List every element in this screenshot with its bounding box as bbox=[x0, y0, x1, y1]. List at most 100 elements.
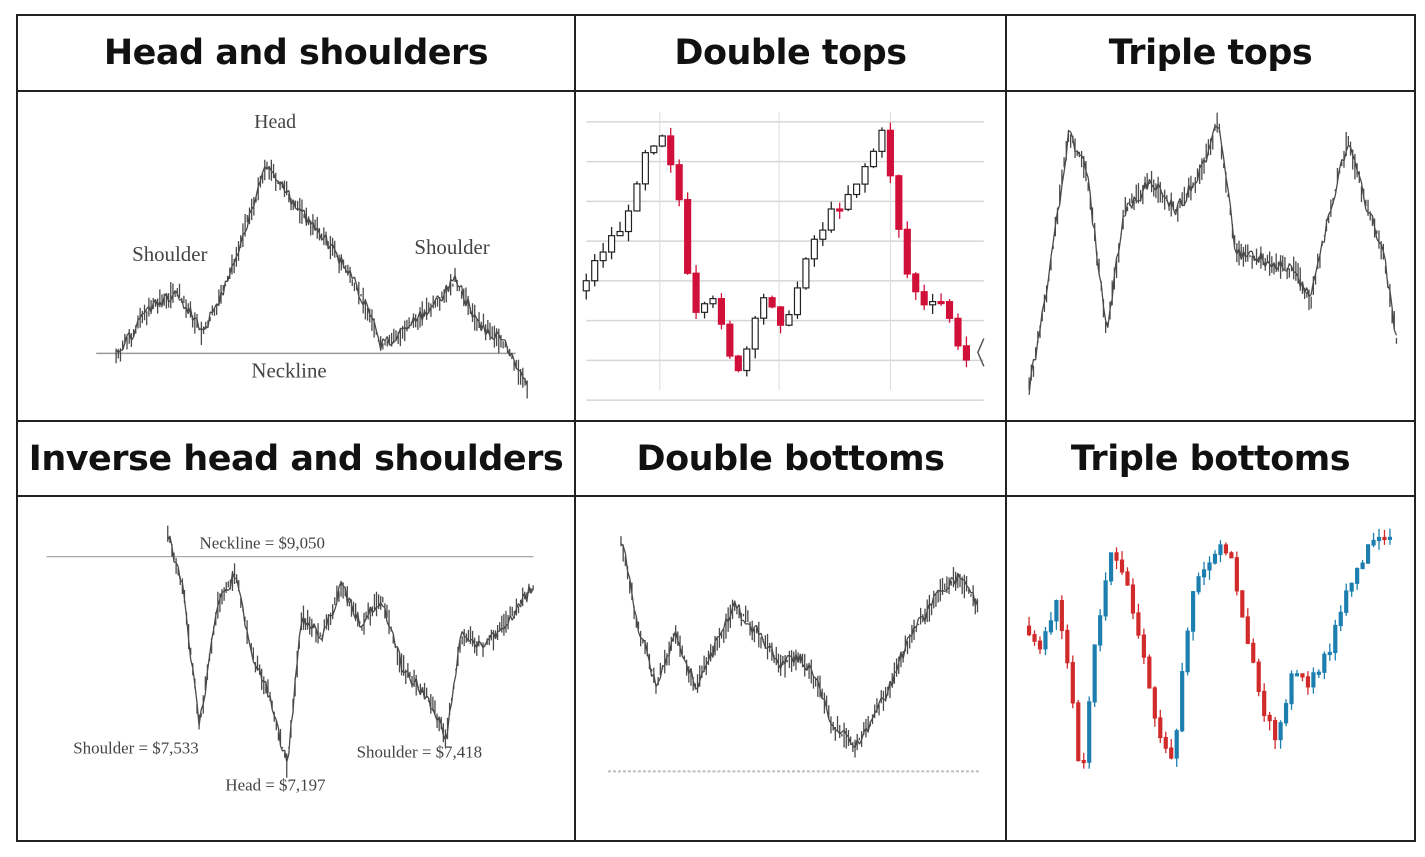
candle-body bbox=[903, 228, 911, 275]
title-double-bottoms: Double bottoms bbox=[576, 422, 1007, 497]
candle-body bbox=[1119, 559, 1125, 573]
candle-body bbox=[1087, 701, 1092, 763]
candle-body bbox=[667, 135, 675, 166]
candle-body bbox=[1048, 620, 1054, 633]
candle-body bbox=[633, 183, 641, 212]
head-and-shoulders-price bbox=[115, 159, 528, 399]
candle-body bbox=[1114, 552, 1119, 561]
head-and-shoulders-chart: Head Shoulder Shoulder Neckline bbox=[96, 111, 528, 399]
candle-body bbox=[1136, 612, 1141, 636]
candle-body bbox=[591, 260, 599, 282]
candle-body bbox=[802, 258, 810, 289]
left-shoulder-label: Shoulder bbox=[132, 242, 207, 266]
candle-body bbox=[582, 280, 590, 292]
candle-body bbox=[1344, 590, 1349, 613]
candle-body bbox=[1043, 631, 1048, 650]
candle-body bbox=[684, 199, 692, 274]
candle-body bbox=[937, 301, 945, 305]
candle-body bbox=[886, 129, 894, 177]
candle-body bbox=[1201, 569, 1207, 578]
candle-body bbox=[785, 314, 793, 326]
candle-body bbox=[751, 317, 759, 350]
candle-body bbox=[1098, 615, 1103, 646]
price-bars bbox=[115, 159, 528, 399]
title-inverse-head-and-shoulders: Inverse head and shoulders bbox=[18, 422, 576, 497]
candle-body bbox=[1322, 653, 1327, 673]
double-tops-candles bbox=[582, 122, 971, 377]
candle-body bbox=[1026, 625, 1032, 636]
candle-body bbox=[861, 165, 869, 185]
candle-body bbox=[1262, 690, 1267, 717]
candle-body bbox=[1360, 562, 1365, 570]
candle-body bbox=[1103, 580, 1108, 617]
triple-bottoms-candles bbox=[1026, 528, 1393, 769]
candle-body bbox=[1037, 640, 1043, 650]
candle-body bbox=[1108, 552, 1114, 582]
candle-body bbox=[945, 301, 954, 319]
candle-body bbox=[1141, 634, 1146, 658]
candle-body bbox=[793, 287, 802, 316]
candle-body bbox=[700, 303, 709, 313]
candle-body bbox=[1267, 714, 1272, 722]
triple-tops-chart bbox=[1028, 112, 1398, 395]
candle-body bbox=[1081, 760, 1086, 764]
left-shoulder-price-label: Shoulder = $7,533 bbox=[73, 739, 198, 758]
chart-patterns-table: Head and shoulders Double tops Triple to… bbox=[16, 14, 1416, 842]
candle-body bbox=[1365, 544, 1371, 564]
candle-body bbox=[819, 229, 827, 240]
candle-body bbox=[1158, 717, 1163, 739]
candle-body bbox=[895, 175, 903, 230]
candle-body bbox=[743, 348, 751, 372]
candle-body bbox=[650, 145, 658, 154]
price-bars bbox=[620, 536, 979, 758]
candle-body bbox=[853, 183, 861, 196]
candle-body bbox=[1076, 702, 1081, 762]
triple-bottoms-panel bbox=[1007, 497, 1414, 840]
candle-body bbox=[1059, 600, 1064, 632]
candle-body bbox=[1196, 576, 1201, 593]
candle-body bbox=[1289, 673, 1294, 705]
candle-body bbox=[810, 238, 818, 260]
candle-body bbox=[1191, 591, 1196, 632]
candle-body bbox=[1163, 736, 1168, 749]
candle-body bbox=[1278, 722, 1283, 741]
chevron-left-icon bbox=[977, 338, 985, 367]
candle-body bbox=[1234, 557, 1239, 592]
candle-body bbox=[1174, 730, 1179, 759]
double-bottoms-panel bbox=[576, 497, 1007, 840]
double-tops-chart bbox=[582, 111, 985, 401]
candle-body bbox=[1070, 662, 1075, 704]
candle-body bbox=[1240, 590, 1245, 618]
candle-body bbox=[1273, 719, 1278, 741]
head-price-label: Head = $7,197 bbox=[225, 775, 325, 794]
candle-body bbox=[1376, 536, 1382, 542]
triple-bottoms-chart bbox=[1026, 528, 1393, 769]
candle-body bbox=[827, 208, 835, 231]
double-tops-panel bbox=[576, 92, 1007, 422]
head-label: Head bbox=[254, 111, 296, 133]
candle-body bbox=[1387, 536, 1393, 540]
candle-body bbox=[675, 164, 683, 201]
candle-body bbox=[1223, 544, 1228, 554]
right-shoulder-label: Shoulder bbox=[414, 235, 489, 259]
candle-body bbox=[717, 298, 725, 325]
candle-body bbox=[1327, 651, 1332, 656]
candle-body bbox=[869, 150, 878, 168]
candle-body bbox=[1256, 661, 1261, 692]
candle-body bbox=[929, 301, 937, 306]
candle-body bbox=[1251, 642, 1256, 663]
double-tops-grid bbox=[586, 111, 984, 401]
candle-body bbox=[1185, 630, 1190, 673]
candle-body bbox=[641, 152, 649, 185]
candle-body bbox=[1229, 552, 1234, 559]
candle-body bbox=[726, 323, 734, 357]
candle-body bbox=[1212, 553, 1218, 564]
candle-body bbox=[1130, 584, 1136, 614]
candle-body bbox=[616, 230, 624, 237]
price-bars bbox=[167, 525, 534, 778]
neckline-price-label: Neckline = $9,050 bbox=[200, 534, 325, 553]
title-head-and-shoulders: Head and shoulders bbox=[18, 16, 576, 92]
triple-tops-panel bbox=[1007, 92, 1414, 422]
candle-body bbox=[734, 355, 742, 372]
candle-body bbox=[878, 129, 886, 152]
